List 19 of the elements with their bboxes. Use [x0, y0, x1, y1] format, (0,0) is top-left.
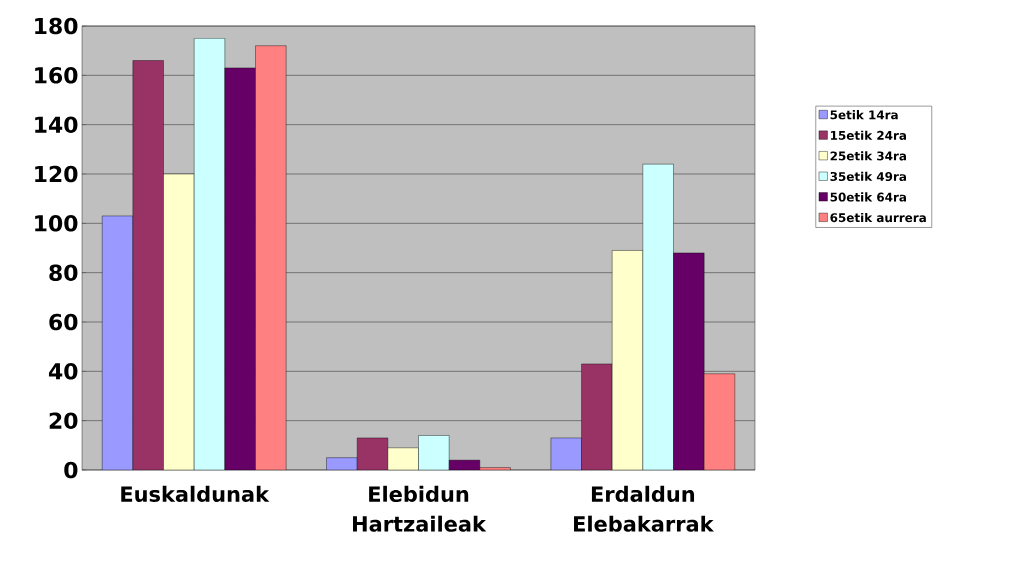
legend-label: 5etik 14ra: [830, 110, 898, 120]
y-tick-label: 140: [35, 116, 78, 133]
x-tick-label: Euskaldunak: [121, 485, 270, 502]
y-tick-label: 20: [49, 412, 78, 429]
y-tick-label: 180: [35, 17, 78, 35]
y-tick-label: 40: [48, 363, 78, 380]
y-tick-label: 60: [49, 313, 78, 331]
legend-label: 15etik 24ra: [831, 130, 906, 140]
legend-label: 35etik 49ra: [830, 171, 906, 182]
y-tick-label: 0: [64, 461, 78, 479]
y-tick-label: 120: [35, 165, 78, 183]
y-tick-label: 100: [35, 215, 78, 232]
x-tick-label: Erdaldun Elebakarrak: [574, 485, 714, 532]
legend-label: 25etik 34ra: [830, 151, 906, 161]
y-tick-label: 80: [49, 264, 78, 281]
legend-label: 50etik 64ra: [830, 192, 906, 202]
x-tick-label: Elebidun Hartzaileak: [353, 485, 487, 532]
legend-label: 65etik aurrera: [830, 212, 926, 223]
y-tick-label: 160: [35, 67, 78, 84]
